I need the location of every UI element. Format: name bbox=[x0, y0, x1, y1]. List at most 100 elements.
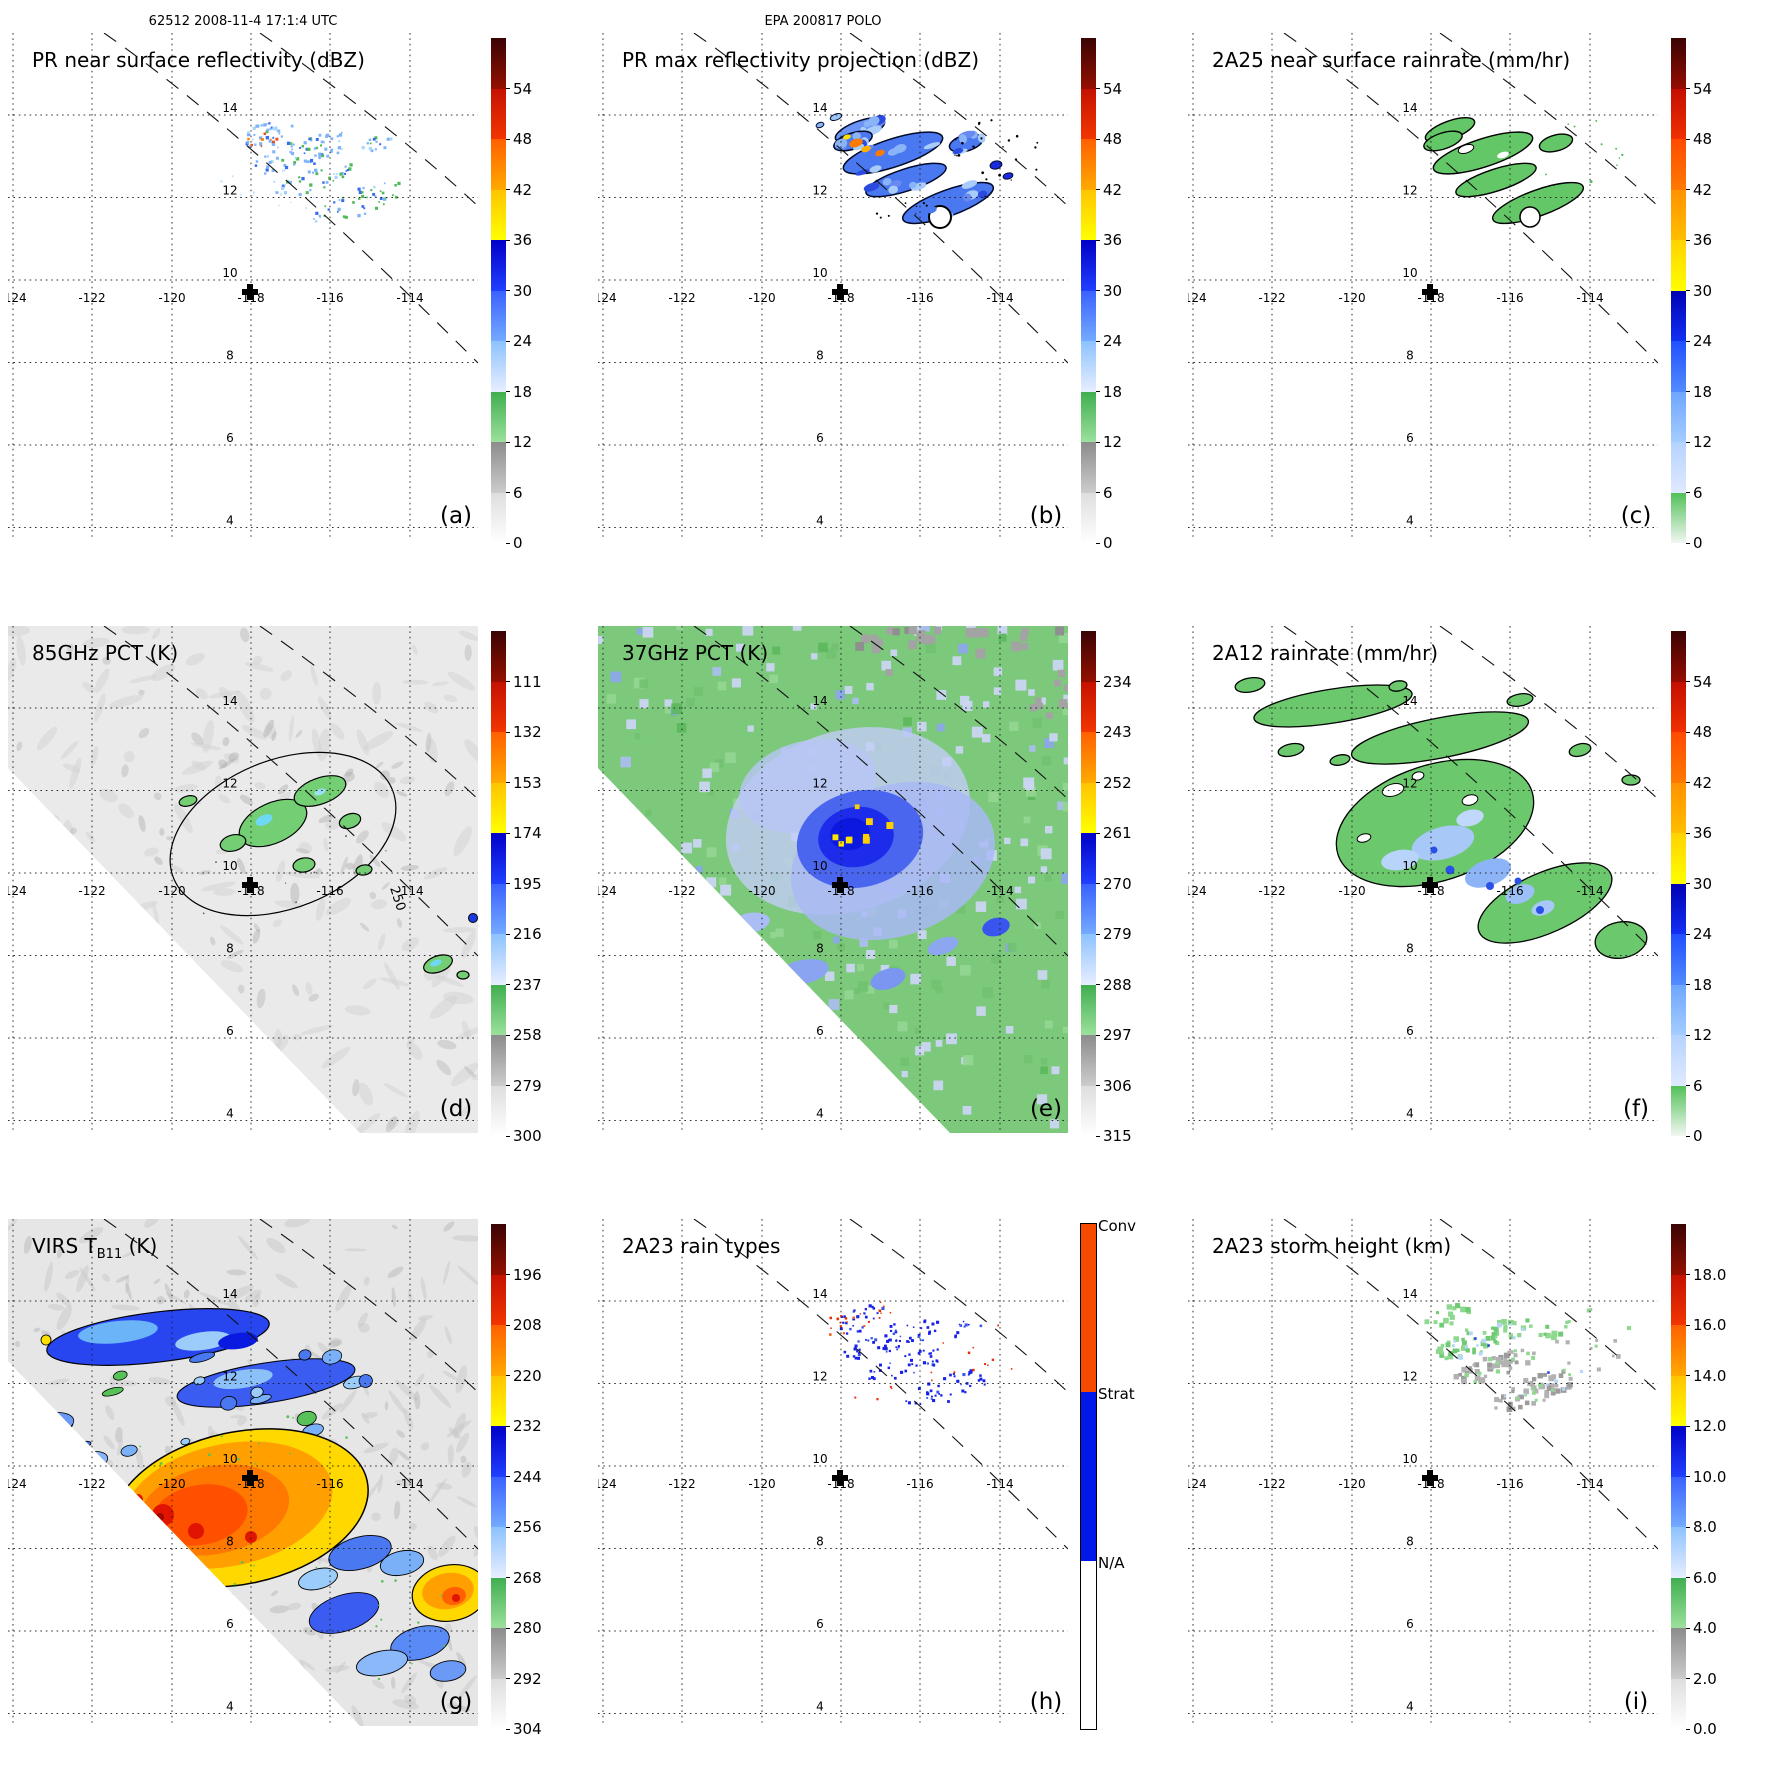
speckle bbox=[270, 138, 272, 141]
speckle bbox=[1483, 1374, 1488, 1378]
speckle bbox=[379, 197, 383, 200]
map-feature bbox=[121, 626, 150, 635]
speckle bbox=[856, 1330, 859, 1333]
speckle bbox=[1568, 1376, 1573, 1381]
map-feature bbox=[200, 881, 236, 892]
storm-center-marker bbox=[1422, 877, 1438, 893]
speckle bbox=[930, 1395, 933, 1398]
map-feature bbox=[133, 1526, 150, 1549]
map-feature bbox=[40, 1679, 60, 1698]
map-feature bbox=[68, 1074, 85, 1084]
map-feature bbox=[138, 689, 145, 696]
speckle bbox=[345, 1436, 348, 1439]
colorbar-label: 14.0 bbox=[1693, 1366, 1727, 1385]
speckle bbox=[370, 149, 374, 153]
speckle bbox=[271, 169, 275, 172]
map-feature bbox=[237, 858, 246, 874]
map-feature bbox=[401, 1672, 418, 1694]
map-feature bbox=[41, 1466, 53, 1479]
speckle bbox=[1495, 1361, 1500, 1365]
map-feature bbox=[384, 1401, 389, 1411]
map-feature bbox=[448, 1427, 461, 1439]
speckle bbox=[1468, 1366, 1472, 1370]
speckle bbox=[1472, 1347, 1476, 1352]
speckle bbox=[1460, 1306, 1466, 1313]
map-feature bbox=[99, 788, 118, 803]
map-feature bbox=[457, 1026, 478, 1039]
speckle bbox=[990, 119, 993, 122]
speckle bbox=[283, 169, 286, 172]
speckle bbox=[372, 137, 376, 141]
map-feature bbox=[458, 1103, 472, 1120]
map-feature bbox=[133, 1494, 143, 1504]
speckle bbox=[1589, 180, 1593, 184]
colorbar-tick bbox=[506, 1728, 510, 1730]
colorbar-tick bbox=[506, 1678, 510, 1679]
map-feature bbox=[298, 1567, 338, 1591]
lat-tick-label: 6 bbox=[816, 1024, 824, 1038]
speckle bbox=[1494, 1397, 1500, 1403]
map-feature bbox=[460, 1455, 467, 1464]
map-feature bbox=[927, 936, 959, 956]
speckle bbox=[898, 1339, 901, 1342]
map-feature bbox=[444, 1325, 452, 1345]
map-feature bbox=[959, 134, 967, 144]
colorbar-tick bbox=[506, 542, 510, 544]
speckle bbox=[852, 1310, 855, 1313]
speckle bbox=[344, 165, 347, 168]
map-feature bbox=[339, 1389, 357, 1413]
map-feature bbox=[291, 1034, 303, 1041]
lat-tick-label: 10 bbox=[222, 266, 237, 280]
colorbar-d: 300 279 258 237 216 195 174 153 132 111 bbox=[491, 631, 542, 1145]
speckle bbox=[1523, 1377, 1529, 1384]
speckle bbox=[1544, 1393, 1550, 1399]
map-feature bbox=[283, 1696, 294, 1708]
speckle bbox=[275, 191, 279, 195]
map-feature bbox=[452, 1235, 478, 1242]
speckle bbox=[927, 1382, 931, 1386]
speckle bbox=[1482, 1356, 1488, 1362]
colorbar-tick bbox=[1686, 832, 1690, 834]
map-feature bbox=[26, 1511, 34, 1530]
speckle bbox=[260, 124, 263, 127]
colorbar-label: 300 bbox=[513, 1127, 542, 1145]
speckle bbox=[889, 1385, 892, 1388]
colorbar-tick bbox=[506, 391, 510, 392]
speckle bbox=[368, 147, 373, 151]
speckle bbox=[885, 1350, 888, 1353]
speckle bbox=[893, 1376, 897, 1380]
map-feature bbox=[875, 149, 885, 157]
lon-tick-label: -124 bbox=[8, 884, 27, 898]
speckle bbox=[952, 1372, 955, 1375]
lon-tick-label: -116 bbox=[906, 1477, 933, 1491]
speckle bbox=[315, 172, 319, 176]
speckle bbox=[307, 170, 311, 174]
map-feature bbox=[908, 181, 917, 189]
speckle bbox=[858, 1348, 861, 1351]
speckle bbox=[1460, 1345, 1467, 1351]
speckle bbox=[260, 145, 263, 148]
map-feature bbox=[198, 870, 211, 875]
speckle bbox=[309, 183, 313, 187]
map-feature bbox=[311, 728, 322, 758]
map-feature bbox=[239, 794, 254, 805]
map-feature bbox=[213, 1368, 273, 1390]
map-feature bbox=[138, 728, 150, 739]
colorbar-segment bbox=[1081, 341, 1096, 392]
lon-tick-label: -124 bbox=[1188, 1477, 1207, 1491]
speckle bbox=[337, 207, 341, 212]
speckle bbox=[889, 1311, 892, 1314]
map-feature bbox=[204, 1028, 226, 1047]
panel-letter-a: (a) bbox=[440, 503, 472, 529]
colorbar-label: 234 bbox=[1103, 672, 1132, 691]
colorbar-label: 6 bbox=[1693, 483, 1703, 502]
map-feature bbox=[461, 1461, 472, 1478]
colorbar-tick bbox=[1096, 681, 1100, 682]
map-feature bbox=[8, 872, 35, 880]
map-feature bbox=[188, 1523, 204, 1539]
lat-tick-label: 10 bbox=[1402, 1452, 1417, 1466]
map-feature bbox=[356, 729, 369, 755]
map-feature bbox=[259, 1088, 281, 1099]
speckle bbox=[329, 150, 333, 153]
